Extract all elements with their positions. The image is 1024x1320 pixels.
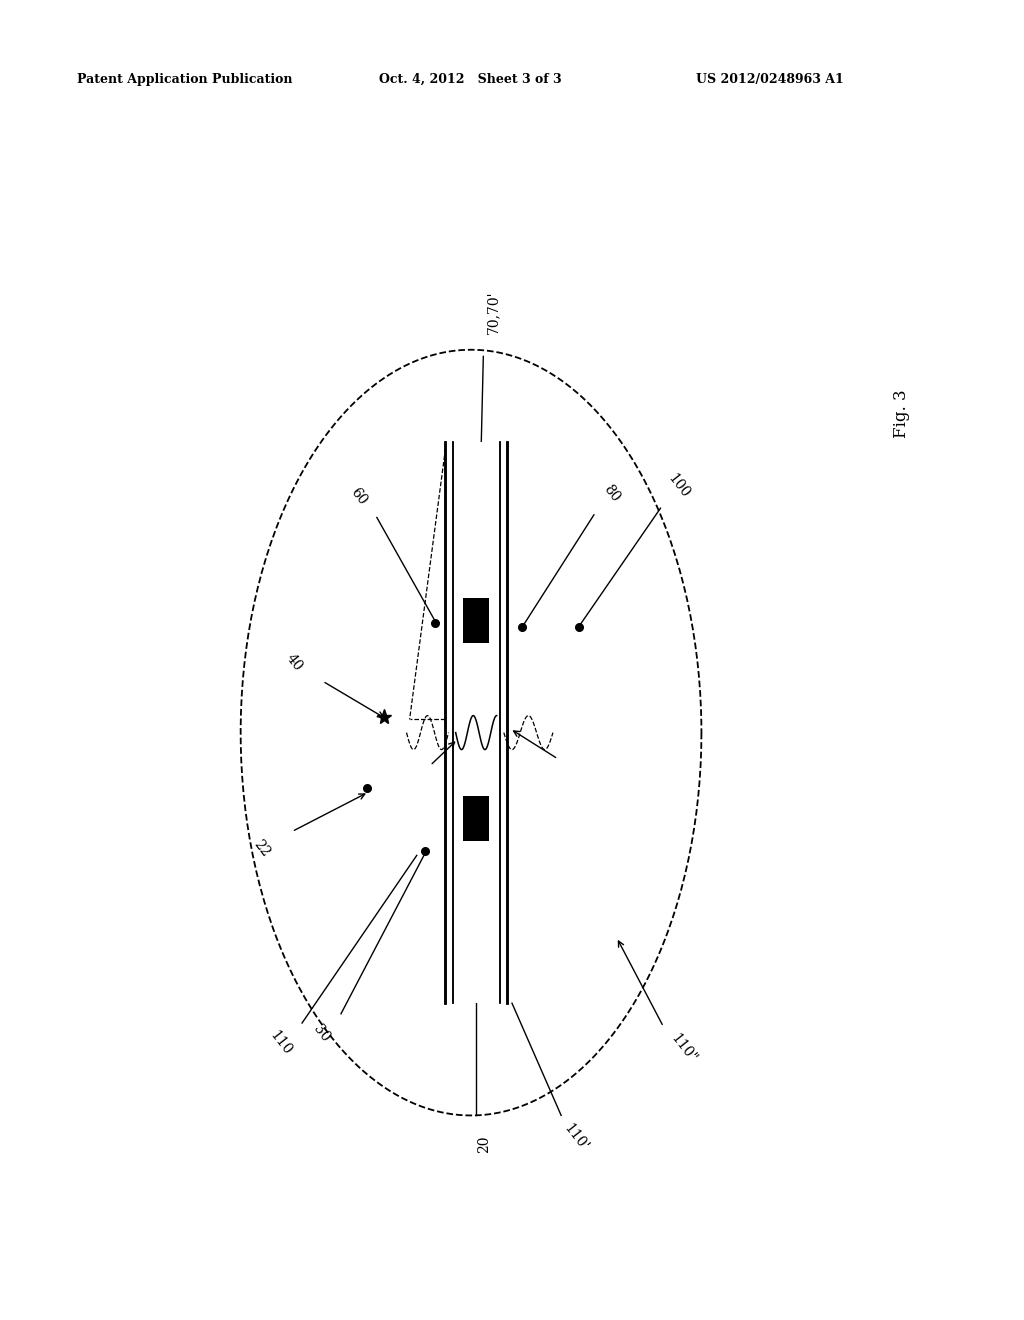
Bar [463, 796, 489, 841]
Text: 110": 110" [669, 1031, 699, 1065]
Text: 100: 100 [666, 471, 692, 500]
Text: Oct. 4, 2012   Sheet 3 of 3: Oct. 4, 2012 Sheet 3 of 3 [379, 73, 561, 86]
Text: 20: 20 [477, 1135, 492, 1152]
Bar [445, 442, 507, 1003]
Text: 22: 22 [250, 838, 272, 859]
Bar [463, 598, 489, 643]
Text: Patent Application Publication: Patent Application Publication [77, 73, 292, 86]
Text: 70,70': 70,70' [486, 290, 501, 334]
Text: US 2012/0248963 A1: US 2012/0248963 A1 [696, 73, 844, 86]
Text: Fig. 3: Fig. 3 [893, 389, 909, 438]
Text: 60: 60 [347, 486, 370, 507]
Text: 110': 110' [560, 1122, 591, 1154]
Text: 80: 80 [600, 483, 623, 504]
Text: 110: 110 [267, 1028, 294, 1057]
Text: 40: 40 [283, 651, 305, 675]
Text: 30: 30 [310, 1023, 333, 1044]
